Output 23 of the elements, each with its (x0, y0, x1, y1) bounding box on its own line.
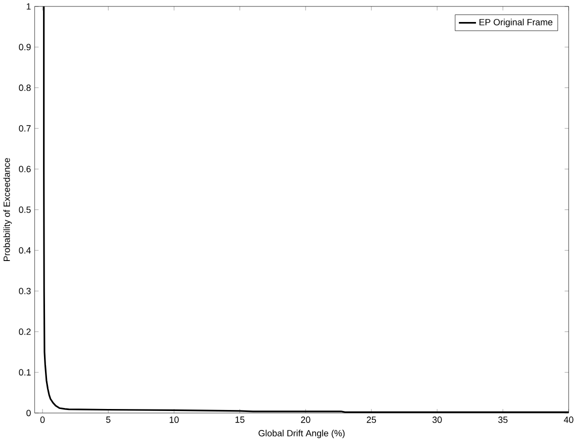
x-tick-label: 35 (498, 416, 508, 424)
y-tick-label: 0.4 (18, 247, 31, 254)
x-tick-label: 25 (366, 416, 376, 424)
y-tick-label: 0.7 (18, 125, 31, 132)
y-tick-label: 0.1 (18, 369, 31, 376)
y-tick-label: 0.2 (18, 328, 31, 336)
y-tick-label: 1 (26, 4, 31, 10)
x-tick-label: 10 (170, 416, 179, 424)
x-tick-label: 40 (564, 416, 574, 424)
x-tick-label: 20 (301, 416, 310, 424)
legend-label: EP Original Frame (480, 19, 552, 28)
x-tick-label: 0 (40, 416, 45, 424)
y-tick-label: 0.9 (18, 44, 31, 51)
y-tick-label: 0.5 (18, 206, 31, 214)
y-axis-title: Probability of Exceedance (3, 158, 12, 262)
x-tick-label: 15 (236, 416, 244, 424)
y-tick-label: 0.8 (18, 84, 31, 92)
y-tick-label: 0.3 (18, 288, 31, 294)
x-axis-title: Global Drift Angle (%) (258, 430, 345, 438)
y-tick-label: 0.6 (18, 166, 31, 172)
x-tick-label: 5 (106, 416, 110, 424)
y-tick-label: 0 (26, 410, 31, 416)
x-tick-label: 30 (432, 416, 442, 424)
